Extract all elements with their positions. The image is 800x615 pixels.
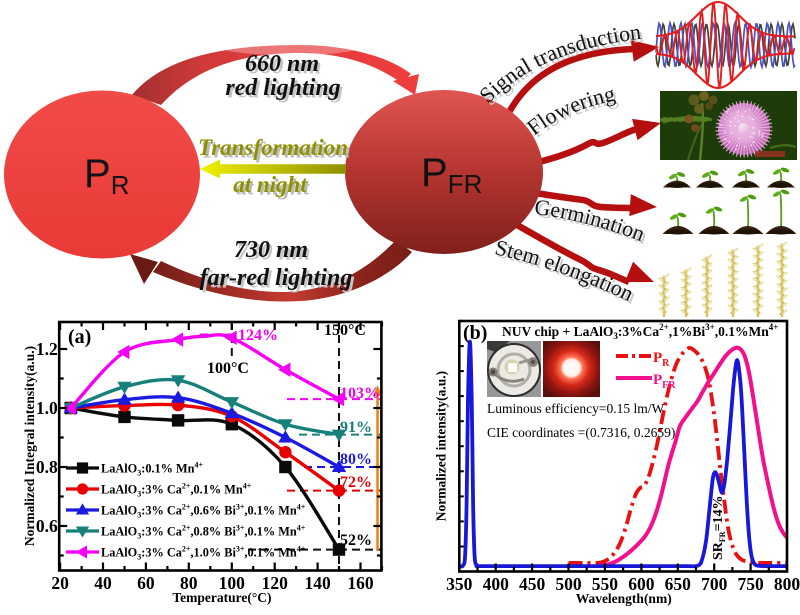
svg-text:140: 140 xyxy=(304,573,331,593)
svg-text:100°C: 100°C xyxy=(207,360,249,377)
svg-text:1.0: 1.0 xyxy=(36,398,58,418)
svg-text:80%: 80% xyxy=(340,451,372,468)
svg-text:Transformation: Transformation xyxy=(201,138,351,163)
svg-text:660 nm: 660 nm xyxy=(245,51,319,77)
svg-text:160: 160 xyxy=(347,573,374,593)
svg-text:Temperature(°C): Temperature(°C) xyxy=(172,590,271,605)
svg-text:red lighting: red lighting xyxy=(228,78,343,104)
svg-text:at night: at night xyxy=(233,172,307,197)
svg-text:Normalized Integral intensity(: Normalized Integral intensity(a.u.) xyxy=(22,346,37,546)
svg-text:at night: at night xyxy=(236,175,310,200)
svg-text:0.6: 0.6 xyxy=(36,516,58,536)
svg-text:91%: 91% xyxy=(340,419,372,436)
svg-text:500: 500 xyxy=(555,574,582,594)
svg-text:100: 100 xyxy=(219,573,246,593)
svg-text:Normalized intensity(a.u.): Normalized intensity(a.u.) xyxy=(434,371,449,521)
svg-text:far-red lighting: far-red lighting xyxy=(200,265,353,291)
svg-text:800: 800 xyxy=(774,574,800,594)
svg-text:Transformation: Transformation xyxy=(198,135,348,160)
svg-text:660 nm: 660 nm xyxy=(248,54,322,80)
svg-text:700: 700 xyxy=(701,574,728,594)
svg-text:450: 450 xyxy=(519,574,546,594)
svg-text:60: 60 xyxy=(137,573,155,593)
svg-text:far-red lighting: far-red lighting xyxy=(202,268,355,294)
svg-text:400: 400 xyxy=(483,574,510,594)
svg-text:1.2: 1.2 xyxy=(36,339,58,359)
svg-text:LaAlO3:3% Ca2+,1.0% Bi3+,0.1%: LaAlO3:3% Ca2+,1.0% Bi3+,0.1% Mn4+ xyxy=(101,545,306,562)
svg-text:0.8: 0.8 xyxy=(36,457,58,477)
svg-text:red lighting: red lighting xyxy=(225,75,340,101)
svg-text:40: 40 xyxy=(94,573,112,593)
svg-text:SRFR=14%: SRFR=14% xyxy=(711,495,727,560)
svg-text:Luminous efficiency=0.15 lm/W: Luminous efficiency=0.15 lm/W xyxy=(487,401,664,416)
svg-text:LaAlO3:3% Ca2+,0.8% Bi3+,0.1%: LaAlO3:3% Ca2+,0.8% Bi3+,0.1% Mn4+ xyxy=(101,524,306,541)
svg-text:80: 80 xyxy=(180,573,198,593)
svg-text:550: 550 xyxy=(592,574,619,594)
svg-text:CIE coordinates =(0.7316, 0.26: CIE coordinates =(0.7316, 0.2659) xyxy=(487,425,675,440)
svg-text:(b): (b) xyxy=(463,322,487,344)
svg-text:20: 20 xyxy=(51,573,69,593)
svg-text:(a): (a) xyxy=(68,326,91,348)
svg-text:150°C: 150°C xyxy=(324,322,366,339)
svg-text:103%: 103% xyxy=(340,385,380,402)
svg-text:Wavelength(nm): Wavelength(nm) xyxy=(576,591,672,606)
svg-text:730 nm: 730 nm xyxy=(237,240,311,266)
svg-text:NUV chip + LaAlO3:3%Ca2+,1%Bi3: NUV chip + LaAlO3:3%Ca2+,1%Bi3+,0.1%Mn4+ xyxy=(502,322,778,341)
svg-text:LaAlO3:3% Ca2+,0.6% Bi3+,0.1%: LaAlO3:3% Ca2+,0.6% Bi3+,0.1% Mn4+ xyxy=(101,503,306,520)
svg-text:52%: 52% xyxy=(340,532,372,549)
svg-text:72%: 72% xyxy=(340,474,372,491)
svg-text:120: 120 xyxy=(262,573,289,593)
svg-text:LaAlO3:3% Ca2+,0.1% Mn4+: LaAlO3:3% Ca2+,0.1% Mn4+ xyxy=(101,482,252,499)
svg-text:LaAlO3:0.1% Mn4+: LaAlO3:0.1% Mn4+ xyxy=(101,461,204,478)
svg-text:600: 600 xyxy=(628,574,655,594)
svg-text:750: 750 xyxy=(737,574,764,594)
svg-text:124%: 124% xyxy=(238,327,278,344)
svg-text:350: 350 xyxy=(446,574,473,594)
svg-text:730 nm: 730 nm xyxy=(234,237,308,263)
svg-text:650: 650 xyxy=(665,574,692,594)
